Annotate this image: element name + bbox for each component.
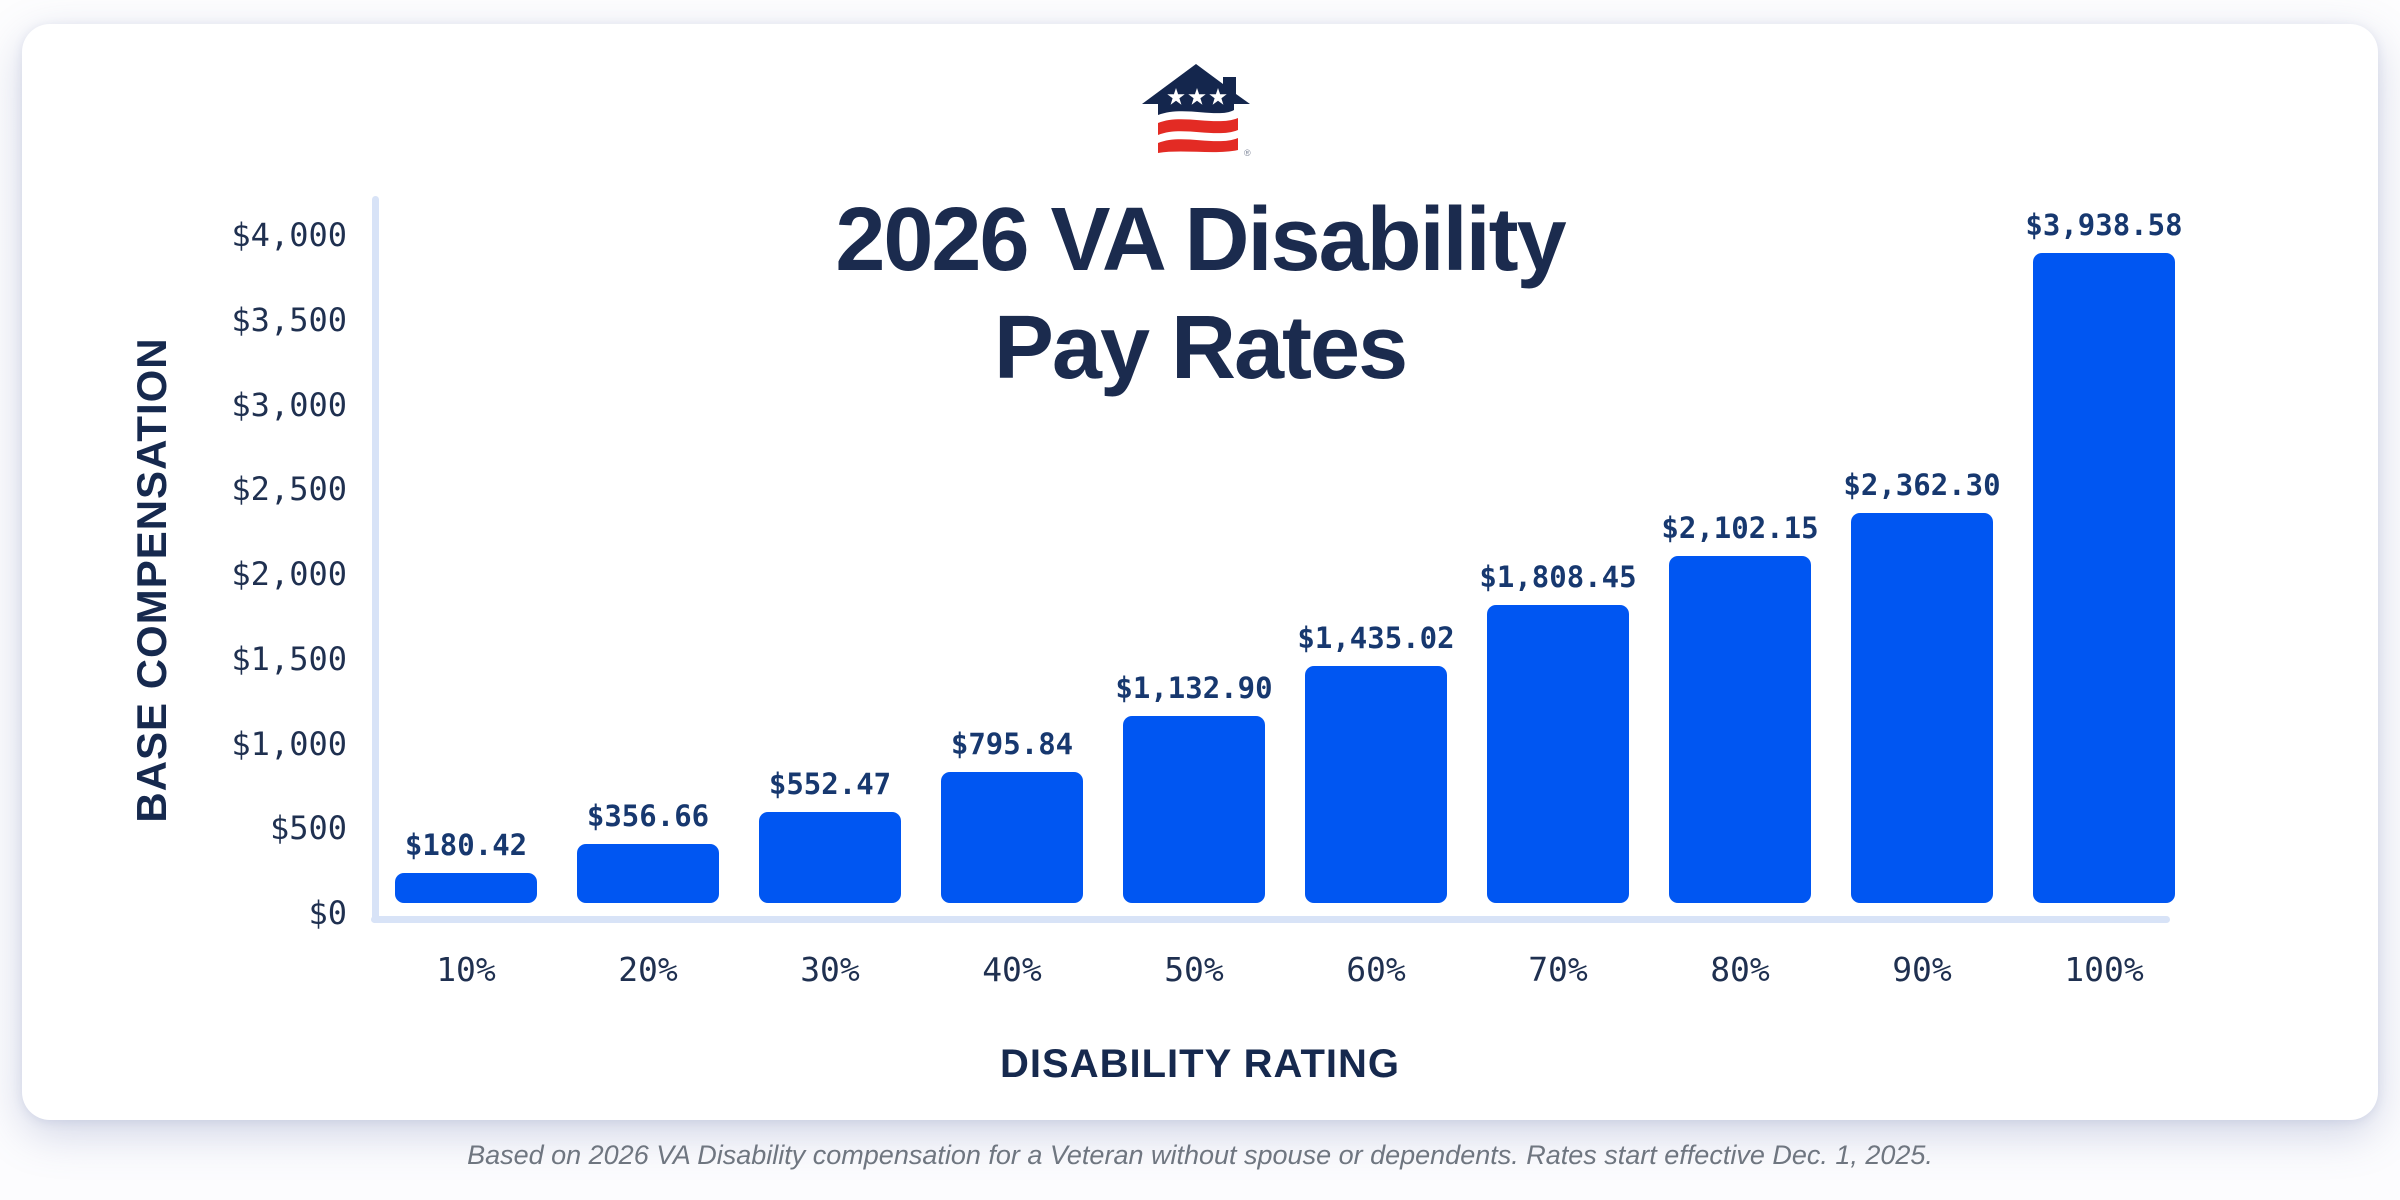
y-tick-label: $3,500 xyxy=(231,300,347,339)
bar-40% xyxy=(941,772,1083,903)
y-tick-label: $4,000 xyxy=(231,216,347,254)
x-tick-label: 100% xyxy=(2064,950,2144,989)
bar-value-label: $2,102.15 xyxy=(1661,511,1819,545)
page-title-line-1: 2026 VA Disability xyxy=(835,190,1566,290)
x-tick-label: 10% xyxy=(436,950,496,989)
y-tick-label: $1,500 xyxy=(231,639,347,678)
bar-value-label: $1,132.90 xyxy=(1115,671,1273,705)
bar-100% xyxy=(2033,253,2175,903)
x-tick-label: 50% xyxy=(1164,950,1224,989)
page-title: 2026 VA Disability Pay Rates xyxy=(0,186,2400,402)
x-tick-label: 60% xyxy=(1346,950,1406,989)
bar-50% xyxy=(1123,716,1265,903)
x-axis-title: DISABILITY RATING xyxy=(1000,1042,1400,1086)
x-tick-label: 40% xyxy=(982,950,1042,989)
logo-stars xyxy=(1167,88,1227,105)
bar-90% xyxy=(1851,513,1993,903)
logo-house-shape xyxy=(1142,64,1250,115)
x-tick-label: 90% xyxy=(1892,950,1952,989)
footer-note: Based on 2026 VA Disability compensation… xyxy=(467,1140,1933,1170)
registered-trademark-symbol: ® xyxy=(1244,148,1251,158)
x-tick-label: 70% xyxy=(1528,950,1588,989)
x-tick-label: 80% xyxy=(1710,950,1770,989)
bar-value-label: $3,938.58 xyxy=(2025,208,2183,242)
bar-value-label: $795.84 xyxy=(950,727,1074,761)
bar-value-label: $356.66 xyxy=(586,799,710,833)
y-axis-line xyxy=(372,196,379,923)
x-tick-label: 30% xyxy=(800,950,860,989)
y-tick-label: $0 xyxy=(308,894,347,932)
bar-70% xyxy=(1487,605,1629,903)
x-tick-label: 20% xyxy=(618,950,678,989)
bar-80% xyxy=(1669,556,1811,903)
x-axis-line xyxy=(371,916,2170,923)
bar-value-label: $2,362.30 xyxy=(1843,468,2001,502)
logo-stripe-bottom xyxy=(1158,138,1238,153)
y-tick-label: $500 xyxy=(269,809,347,848)
y-tick-label: $2,500 xyxy=(231,470,347,509)
y-tick-label: $2,000 xyxy=(231,555,347,593)
bar-10% xyxy=(395,873,537,903)
bar-20% xyxy=(577,844,719,903)
bar-value-label: $180.42 xyxy=(404,828,528,862)
house-flag-logo-icon: ® xyxy=(1142,64,1251,158)
bar-value-label: $552.47 xyxy=(768,767,892,801)
bar-value-label: $1,808.45 xyxy=(1479,560,1637,594)
bar-value-label: $1,435.02 xyxy=(1297,621,1455,655)
y-tick-label: $1,000 xyxy=(231,724,347,763)
y-tick-label: $3,000 xyxy=(231,385,347,424)
page-title-line-2: Pay Rates xyxy=(993,298,1408,398)
bar-60% xyxy=(1305,666,1447,903)
logo-stripe-top xyxy=(1158,118,1238,135)
bar-30% xyxy=(759,812,901,903)
